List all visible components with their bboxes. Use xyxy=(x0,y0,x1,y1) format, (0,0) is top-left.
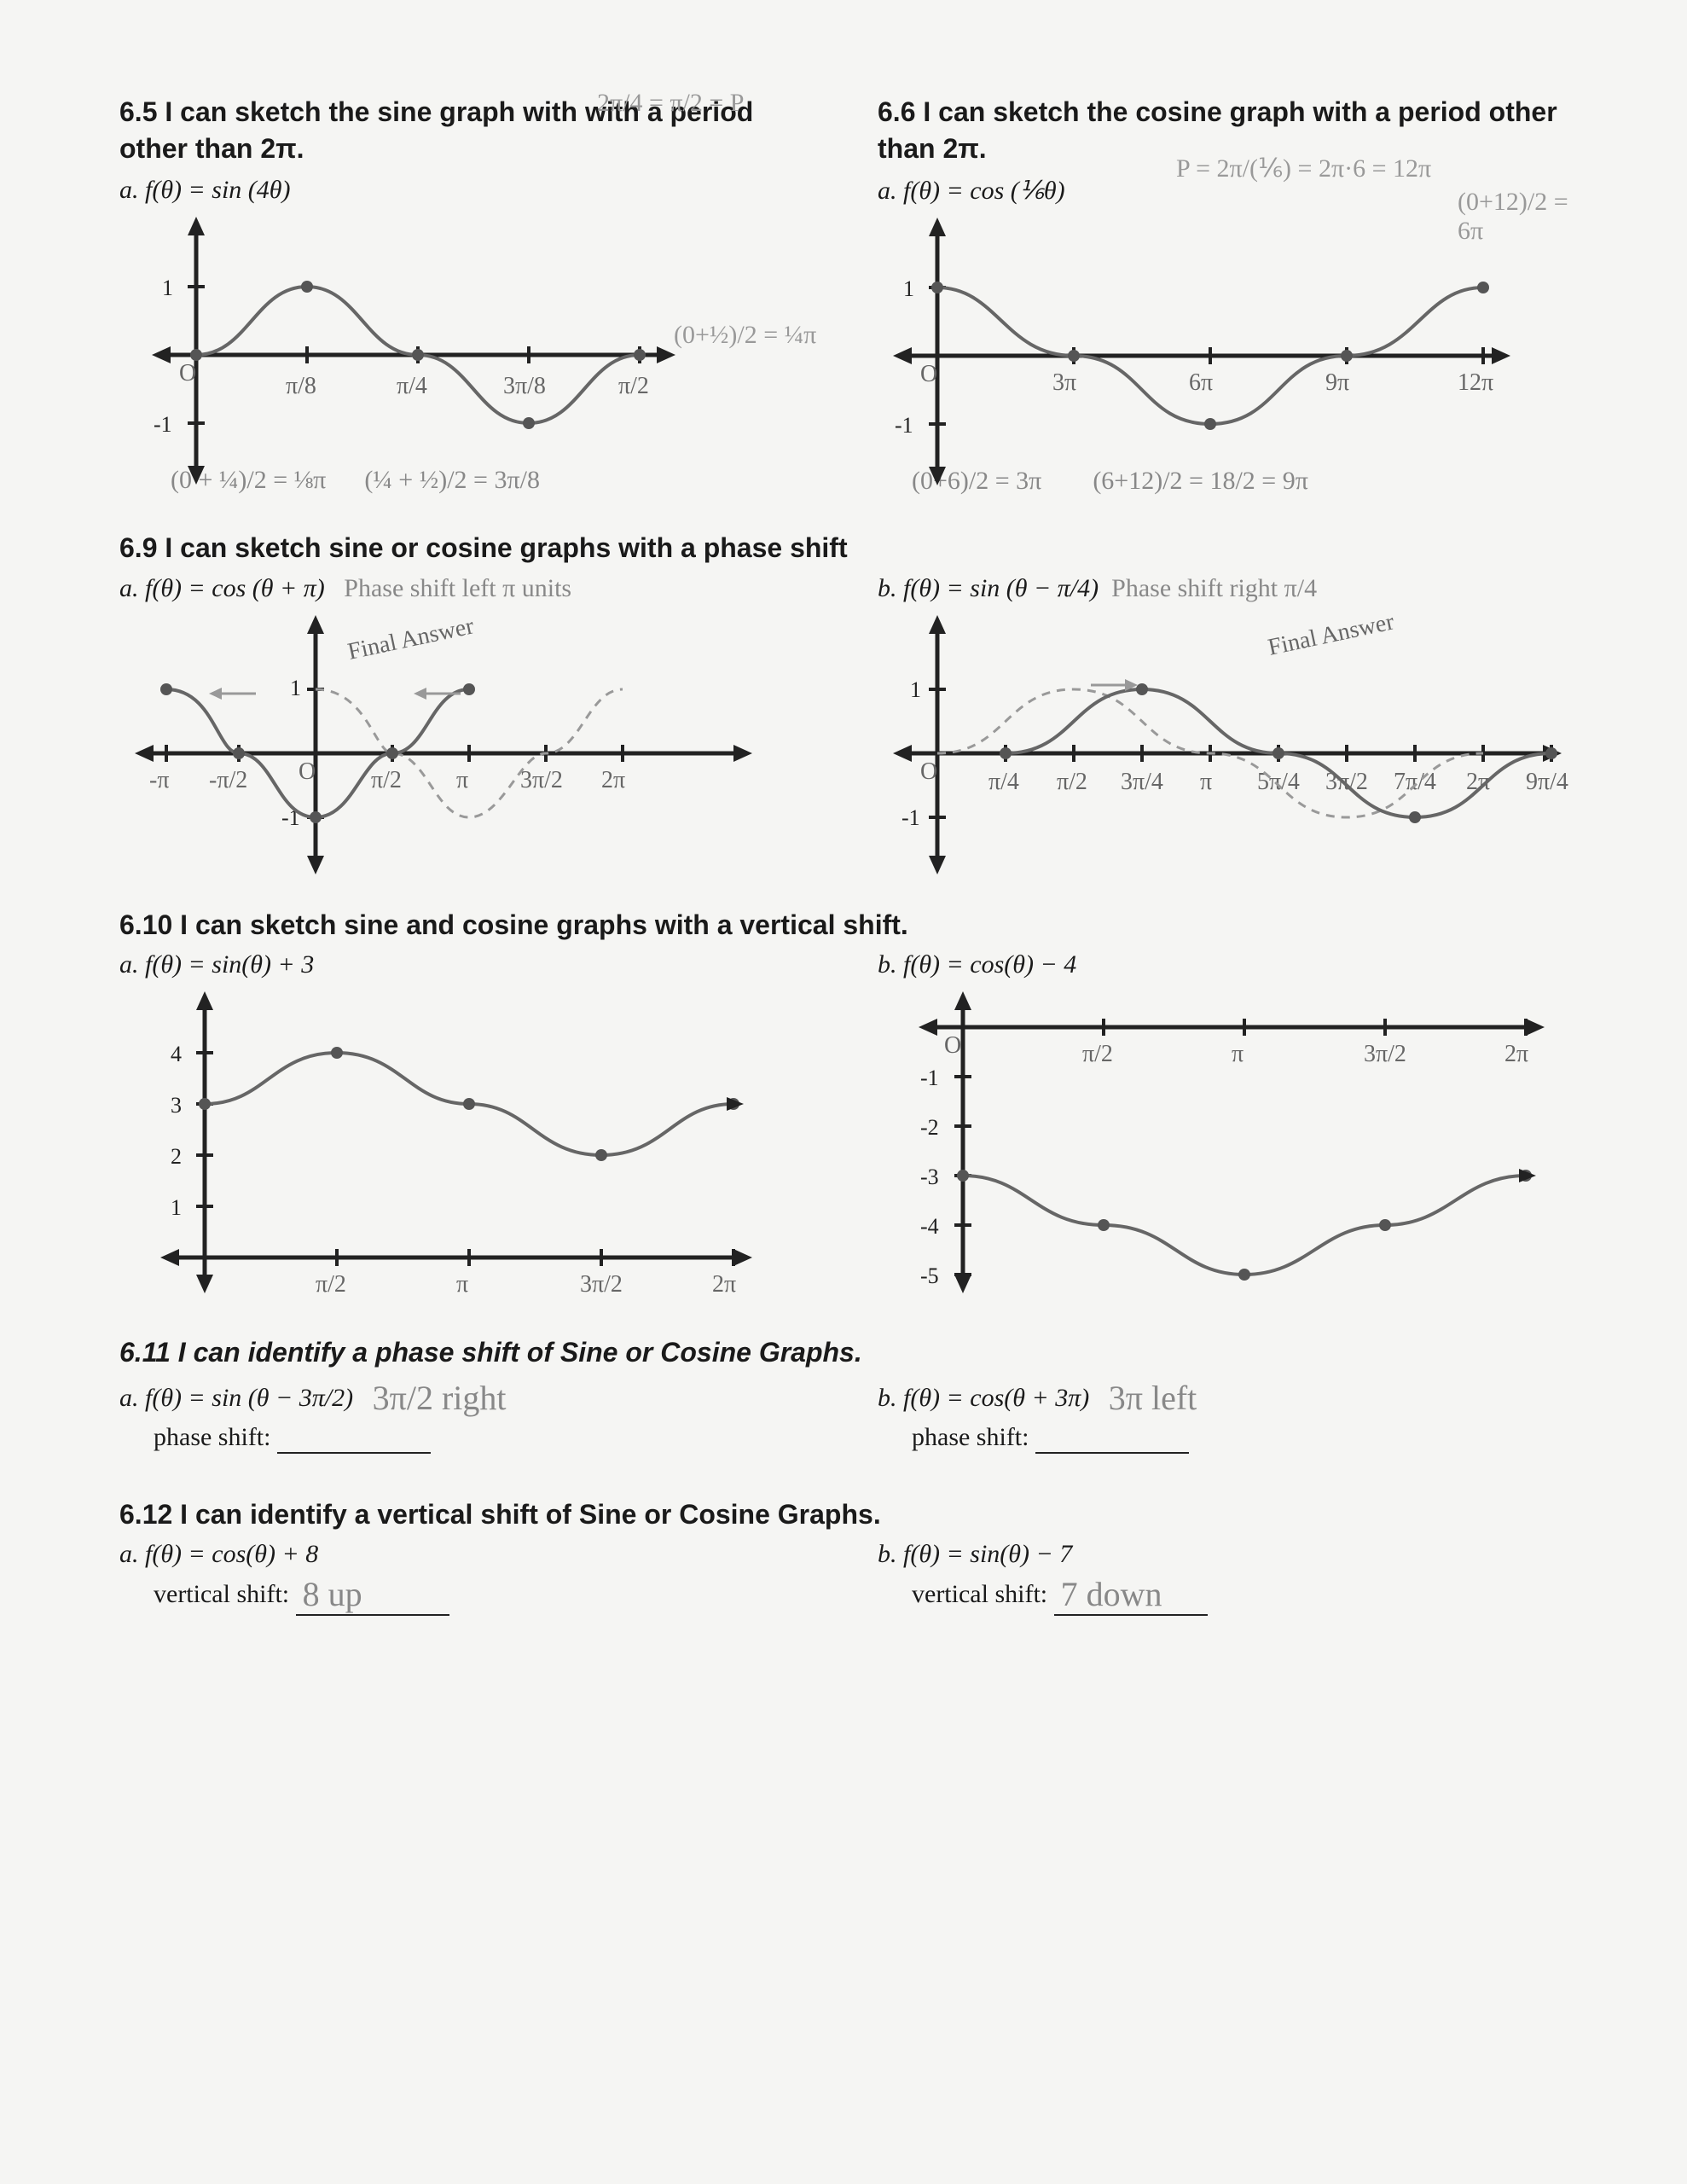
svg-text:-π: -π xyxy=(149,767,169,793)
blank-612b: 7 down xyxy=(1054,1574,1208,1616)
svg-text:3π/4: 3π/4 xyxy=(1121,769,1163,795)
svg-text:4: 4 xyxy=(171,1042,182,1066)
svg-text:3π: 3π xyxy=(1052,369,1076,396)
final-69a: Final Answer xyxy=(345,613,477,665)
row-65-66: 6.5 I can sketch the sine graph with wit… xyxy=(119,94,1585,496)
row-612: a. f(θ) = cos(θ) + 8 vertical shift: 8 u… xyxy=(119,1540,1585,1616)
svg-text:2π: 2π xyxy=(712,1271,736,1298)
section-6-5: 6.5 I can sketch the sine graph with wit… xyxy=(119,94,826,496)
svg-text:-2: -2 xyxy=(920,1115,939,1140)
svg-text:12π: 12π xyxy=(1458,369,1493,396)
svg-text:-4: -4 xyxy=(920,1214,939,1239)
xt-3: π/2 xyxy=(618,373,649,399)
svg-text:π: π xyxy=(1200,769,1212,795)
svg-text:-1: -1 xyxy=(901,805,920,830)
svg-text:-1: -1 xyxy=(895,413,913,438)
chart-6-9b: 1 -1 π/4 π/2 3π/4 π 5π/4 3π/2 7π/4 2π 9π… xyxy=(878,608,1585,873)
svg-text:1: 1 xyxy=(903,276,914,301)
svg-text:O: O xyxy=(944,1032,961,1059)
svg-text:O: O xyxy=(920,361,937,387)
title-6-12: 6.12 I can identify a vertical shift of … xyxy=(119,1496,1585,1533)
ans-612b: 7 down xyxy=(1061,1575,1162,1613)
title-6-11: 6.11 I can identify a phase shift of Sin… xyxy=(119,1334,1585,1371)
svg-text:π: π xyxy=(1232,1041,1244,1067)
section-6-12b: b. f(θ) = sin(θ) − 7 vertical shift: 7 d… xyxy=(878,1540,1585,1616)
svg-text:π: π xyxy=(456,767,468,793)
svg-text:1: 1 xyxy=(290,676,301,700)
section-6-9a: a. f(θ) = cos (θ + π) Phase shift left π… xyxy=(119,574,826,873)
svg-text:1: 1 xyxy=(910,677,921,702)
work-66-top: P = 2π/(⅙) = 2π·6 = 12π xyxy=(1176,154,1431,183)
svg-text:2π: 2π xyxy=(1504,1041,1528,1067)
svg-text:O: O xyxy=(299,758,316,785)
svg-text:6π: 6π xyxy=(1189,369,1213,396)
title-6-9: 6.9 I can sketch sine or cosine graphs w… xyxy=(119,530,1585,566)
svg-text:π: π xyxy=(456,1271,468,1298)
svg-text:-5: -5 xyxy=(920,1263,939,1288)
svg-text:π/4: π/4 xyxy=(988,769,1019,795)
final-69b: Final Answer xyxy=(1266,608,1397,661)
label-611a: phase shift: xyxy=(154,1423,270,1451)
blank-611a xyxy=(277,1423,431,1454)
svg-text:π/2: π/2 xyxy=(316,1271,346,1298)
svg-text:-3: -3 xyxy=(920,1165,939,1189)
svg-text:-π/2: -π/2 xyxy=(209,767,247,793)
svg-text:π/2: π/2 xyxy=(1082,1041,1113,1067)
work-65-top: 2π/4 = π/2 = P xyxy=(597,89,745,118)
blank-612a: 8 up xyxy=(296,1574,449,1616)
ans-611b: 3π left xyxy=(1109,1379,1197,1417)
label-612a: vertical shift: xyxy=(154,1580,289,1608)
svg-text:3π/2: 3π/2 xyxy=(1364,1041,1406,1067)
svg-text:O: O xyxy=(920,758,937,785)
work-65-mid: (0+½)/2 = ¼π xyxy=(674,321,816,350)
label-611b: phase shift: xyxy=(912,1423,1029,1451)
origin-label: O xyxy=(179,360,196,386)
svg-text:π/2: π/2 xyxy=(1057,769,1087,795)
section-6-12a: a. f(θ) = cos(θ) + 8 vertical shift: 8 u… xyxy=(119,1540,826,1616)
chart-6-10b: -1 -2 -3 -4 -5 π/2 π 3π/2 2π O xyxy=(878,985,1585,1300)
section-6-6: 6.6 I can sketch the cosine graph with a… xyxy=(878,94,1585,496)
chart-6-6: 1 -1 3π 6π 9π 12π O xyxy=(878,211,1585,467)
label-612b: vertical shift: xyxy=(912,1580,1047,1608)
svg-text:7π/4: 7π/4 xyxy=(1394,769,1436,795)
chart-6-9a: 1 -1 -π -π/2 π/2 π 3π/2 2π xyxy=(119,608,826,873)
svg-text:3π/2: 3π/2 xyxy=(520,767,563,793)
svg-text:2π: 2π xyxy=(601,767,625,793)
section-6-11a: a. f(θ) = sin (θ − 3π/2) 3π/2 right phas… xyxy=(119,1378,826,1454)
section-6-9b: b. f(θ) = sin (θ − π/4) Phase shift righ… xyxy=(878,574,1585,873)
svg-text:1: 1 xyxy=(171,1195,182,1220)
section-6-11b: b. f(θ) = cos(θ + 3π) 3π left phase shif… xyxy=(878,1378,1585,1454)
blank-611b xyxy=(1035,1423,1189,1454)
svg-text:π/2: π/2 xyxy=(371,767,402,793)
row-69: a. f(θ) = cos (θ + π) Phase shift left π… xyxy=(119,574,1585,873)
note-69a: Phase shift left π units xyxy=(344,574,571,602)
title-6-10: 6.10 I can sketch sine and cosine graphs… xyxy=(119,907,1585,944)
svg-text:3: 3 xyxy=(171,1093,182,1118)
svg-text:2: 2 xyxy=(171,1144,182,1169)
ylabel-1: 1 xyxy=(162,276,173,300)
svg-text:-1: -1 xyxy=(920,1066,939,1090)
note-69b: Phase shift right π/4 xyxy=(1111,574,1317,602)
row-610: a. f(θ) = sin(θ) + 3 1 2 3 4 π/2 π 3π/2 … xyxy=(119,950,1585,1300)
prob-6-5a: a. f(θ) = sin (4θ) xyxy=(119,176,826,205)
xt-0: π/8 xyxy=(286,373,316,399)
xt-2: 3π/8 xyxy=(503,373,546,399)
svg-text:3π/2: 3π/2 xyxy=(580,1271,623,1298)
xt-1: π/4 xyxy=(397,373,427,399)
ans-612a: 8 up xyxy=(303,1575,362,1613)
section-6-10b: b. f(θ) = cos(θ) − 4 -1 -2 -3 -4 -5 π/2 … xyxy=(878,950,1585,1300)
row-611: a. f(θ) = sin (θ − 3π/2) 3π/2 right phas… xyxy=(119,1378,1585,1454)
chart-6-10a: 1 2 3 4 π/2 π 3π/2 2π xyxy=(119,985,826,1300)
chart-6-5: 1 -1 π/8 π/4 3π/8 π/2 O (0+½)/2 = ¼π xyxy=(119,210,826,466)
ylabel-neg1: -1 xyxy=(154,412,172,437)
section-6-10a: a. f(θ) = sin(θ) + 3 1 2 3 4 π/2 π 3π/2 … xyxy=(119,950,826,1300)
svg-text:9π: 9π xyxy=(1325,369,1349,396)
ans-611a: 3π/2 right xyxy=(373,1379,507,1417)
svg-text:-1: -1 xyxy=(281,805,300,830)
svg-text:9π/4: 9π/4 xyxy=(1526,769,1568,795)
